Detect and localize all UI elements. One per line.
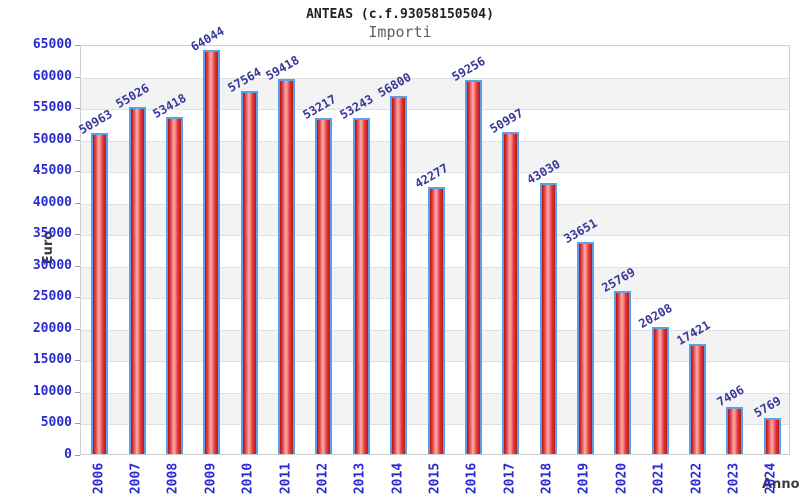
gridline [81, 77, 789, 79]
gridline [81, 109, 789, 111]
bar-2007 [128, 106, 146, 454]
x-tick-label: 2024 [763, 462, 779, 495]
y-axis-tick [75, 328, 80, 330]
x-tick-label: 2009 [203, 462, 219, 495]
y-tick-label: 15000 [32, 352, 72, 368]
bar-2009 [203, 50, 221, 454]
bar-2011 [278, 79, 296, 454]
bar-2012 [315, 118, 333, 454]
x-tick-label: 2010 [240, 462, 256, 495]
x-tick-label: 2023 [726, 462, 742, 495]
x-tick-label: 2007 [128, 462, 144, 495]
chart-subtitle: Importi [368, 23, 432, 41]
x-tick-label: 2012 [315, 462, 331, 495]
y-tick-label: 55000 [32, 100, 72, 116]
x-tick-label: 2011 [278, 462, 294, 495]
x-axis-title: Anno [762, 477, 800, 492]
y-axis-tick [75, 202, 80, 204]
bar-2018 [539, 182, 557, 454]
x-tick-label: 2018 [539, 462, 555, 495]
y-axis-tick [75, 360, 80, 362]
background-band [81, 140, 789, 173]
y-axis-tick [75, 171, 80, 173]
y-axis-tick [75, 391, 80, 393]
y-axis-tick [75, 455, 80, 456]
x-tick-label: 2008 [165, 462, 181, 495]
bar-2019 [576, 241, 594, 454]
bar-2008 [165, 117, 183, 454]
y-tick-label: 20000 [32, 320, 72, 336]
bar-2017 [502, 132, 520, 454]
bar-2015 [427, 187, 445, 454]
x-tick-label: 2016 [464, 462, 480, 495]
bar-2020 [614, 291, 632, 454]
y-axis-tick [75, 423, 80, 425]
background-band [81, 77, 789, 110]
y-axis-tick [75, 108, 80, 110]
y-tick-label: 25000 [32, 289, 72, 305]
bar-2006 [91, 132, 109, 454]
bar-2022 [689, 344, 707, 454]
y-tick-label: 5000 [40, 415, 72, 431]
bar-2021 [651, 326, 669, 454]
x-tick-label: 2015 [427, 462, 443, 495]
y-tick-label: 60000 [32, 68, 72, 84]
x-tick-label: 2022 [689, 462, 705, 495]
y-tick-label: 65000 [32, 37, 72, 52]
bar-2014 [390, 95, 408, 454]
bar-2013 [352, 118, 370, 454]
x-tick-label: 2014 [390, 462, 406, 495]
y-tick-label: 50000 [32, 131, 72, 147]
bar-2010 [240, 90, 258, 454]
y-tick-label: 10000 [32, 383, 72, 399]
y-tick-label: 45000 [32, 163, 72, 179]
y-axis-tick [75, 139, 80, 141]
gridline [81, 140, 789, 142]
plot-area [80, 45, 790, 455]
x-tick-label: 2021 [651, 462, 667, 495]
y-tick-label: 30000 [32, 257, 72, 273]
y-axis-tick [75, 234, 80, 236]
y-axis-tick [75, 297, 80, 299]
x-tick-label: 2017 [502, 462, 518, 495]
y-tick-label: 35000 [32, 226, 72, 242]
bar-2023 [726, 407, 744, 454]
y-axis-tick [75, 265, 80, 267]
y-axis-tick [75, 45, 80, 46]
gridline [81, 172, 789, 174]
bar-2024 [763, 417, 781, 454]
y-axis-tick [75, 76, 80, 78]
bar-2016 [464, 80, 482, 454]
y-tick-label: 0 [64, 447, 72, 462]
y-tick-label: 40000 [32, 194, 72, 210]
x-tick-label: 2006 [91, 462, 107, 495]
chart-title: ANTEAS (c.f.93058150504) [306, 7, 494, 22]
x-tick-label: 2013 [352, 462, 368, 495]
x-tick-label: 2019 [576, 462, 592, 495]
x-tick-label: 2020 [614, 462, 630, 495]
